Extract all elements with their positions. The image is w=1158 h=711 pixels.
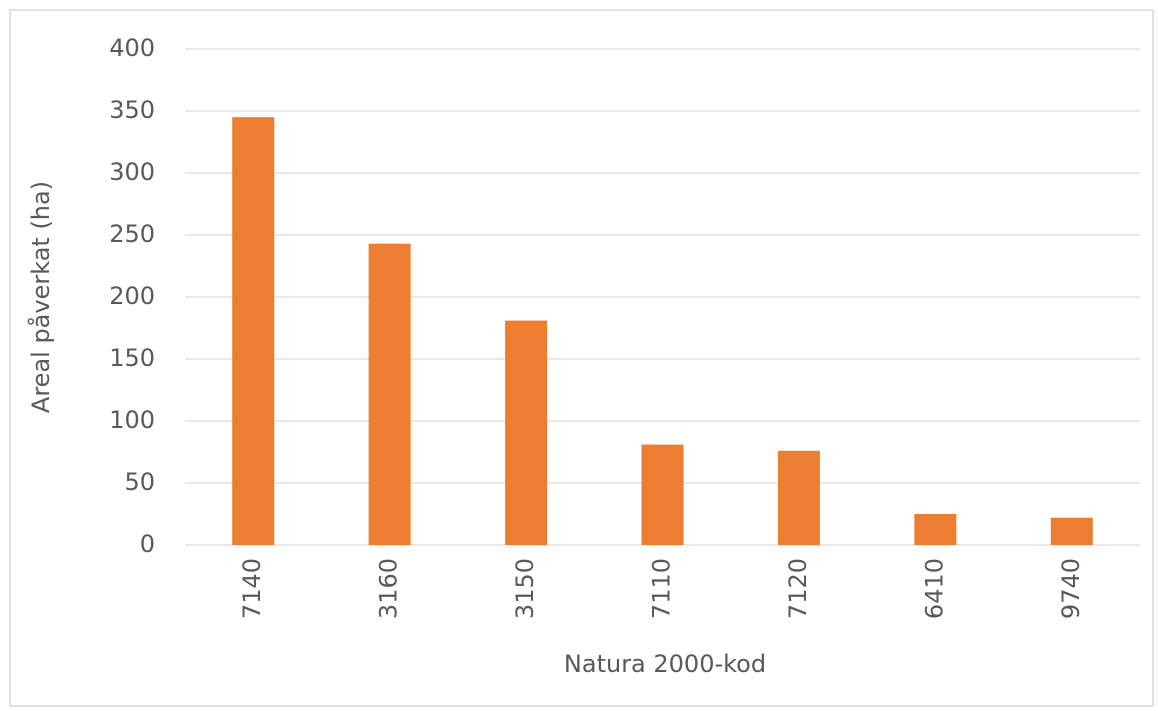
y-tick-label: 300: [109, 158, 155, 186]
y-tick-label: 100: [109, 406, 155, 434]
y-tick-label: 50: [124, 468, 155, 496]
x-axis-title: Natura 2000-kod: [564, 650, 766, 678]
chart-border: [9, 9, 1154, 707]
x-tick-label: 7110: [648, 558, 676, 619]
bar: [914, 514, 957, 545]
bar: [368, 243, 411, 545]
y-tick-label: 400: [109, 34, 155, 62]
y-tick-label: 150: [109, 344, 155, 372]
y-axis-title: Areal påverkat (ha): [26, 181, 55, 413]
x-tick-label: 7120: [784, 558, 812, 619]
bar: [232, 117, 275, 545]
x-tick-label: 3150: [511, 558, 539, 619]
x-tick-label: 9740: [1057, 558, 1085, 619]
bar: [641, 444, 684, 545]
y-tick-label: 0: [140, 530, 155, 558]
bar: [505, 320, 548, 545]
x-tick-label: 7140: [238, 558, 266, 619]
x-tick-label: 6410: [920, 558, 948, 619]
y-tick-label: 350: [109, 96, 155, 124]
bar: [777, 450, 820, 545]
y-tick-label: 200: [109, 282, 155, 310]
y-tick-label: 250: [109, 220, 155, 248]
bar: [1050, 517, 1093, 545]
x-tick-label: 3160: [375, 558, 403, 619]
